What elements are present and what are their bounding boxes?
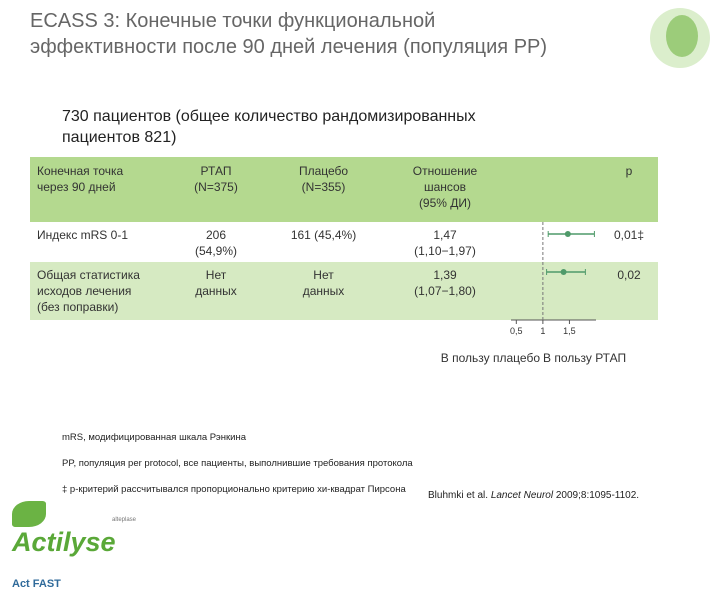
table-cell: Нет данных <box>195 268 237 298</box>
footnote: mRS, модифицированная шкала Рэнкина <box>62 432 247 443</box>
logo: Actilyse alteplase Act FAST <box>12 483 136 608</box>
header-cell: Плацебо (N=355) <box>298 164 349 194</box>
forest-plot: 0,5 1 1,5 В пользу плацебо В пользу РТАП <box>441 222 626 365</box>
citation: Bluhmki et al. Lancet Neurol 2009;8:1095… <box>428 490 639 501</box>
point <box>560 269 567 275</box>
table-cell: 1,39 (1,07−1,80) <box>414 268 476 298</box>
table-cell: 1,47 (1,10−1,97) <box>414 228 476 258</box>
footnotes: mRS, модифицированная шкала Рэнкина PP, … <box>62 418 413 509</box>
header-cell: Конечная точка через 90 дней <box>37 164 124 194</box>
authors: Bluhmki et al. <box>428 490 491 501</box>
table-cell: 206 (54,9%) <box>194 228 238 258</box>
table-cell: 0,01‡ <box>613 228 645 242</box>
table-cell: Нет данных <box>302 268 345 298</box>
footnote: PP, популяция per protocol, все пациенты… <box>62 458 413 469</box>
favours-left: В пользу плацебо <box>441 351 541 365</box>
logo-generic: alteplase <box>112 517 137 523</box>
header-cell: РТАП (N=375) <box>194 164 238 194</box>
ref: 2009;8:1095-1102. <box>553 490 640 501</box>
table-cell: 0,02 <box>617 268 641 282</box>
x-tick-label: 1 <box>540 326 545 336</box>
logo-name: Actilyse <box>12 527 116 557</box>
title: ECASS 3: Конечные точки функциональной э… <box>30 10 548 58</box>
logo-tagline: Act FAST <box>12 578 61 590</box>
table-cell: Индекс mRS 0-1 <box>37 228 128 242</box>
table-cell: 161 (45,4%) <box>290 228 357 242</box>
decor <box>650 8 710 68</box>
header-cell: Отношение шансов (95% ДИ) <box>412 164 478 210</box>
footnote: ‡ p-критерий рассчитывался пропорциональ… <box>62 484 406 495</box>
header-cell: p <box>625 164 633 178</box>
head-icon-face <box>666 15 698 57</box>
logo-mark <box>12 501 46 527</box>
point <box>564 231 571 237</box>
x-tick-label: 1,5 <box>563 326 576 336</box>
x-tick-label: 0,5 <box>510 326 523 336</box>
header-row: Конечная точка через 90 дней РТАП (N=375)… <box>30 157 658 222</box>
favours-right: В пользу РТАП <box>543 351 626 365</box>
table-cell: Общая статистика исходов лечения (без по… <box>37 268 140 314</box>
slide: ECASS 3: Конечные точки функциональной э… <box>12 8 710 590</box>
subtitle: 730 пациентов (общее количество рандомиз… <box>62 108 476 146</box>
journal: Lancet Neurol <box>490 490 554 501</box>
table-row: Индекс mRS 0-1 206 (54,9%) 161 (45,4%) 1,47… <box>30 222 658 262</box>
